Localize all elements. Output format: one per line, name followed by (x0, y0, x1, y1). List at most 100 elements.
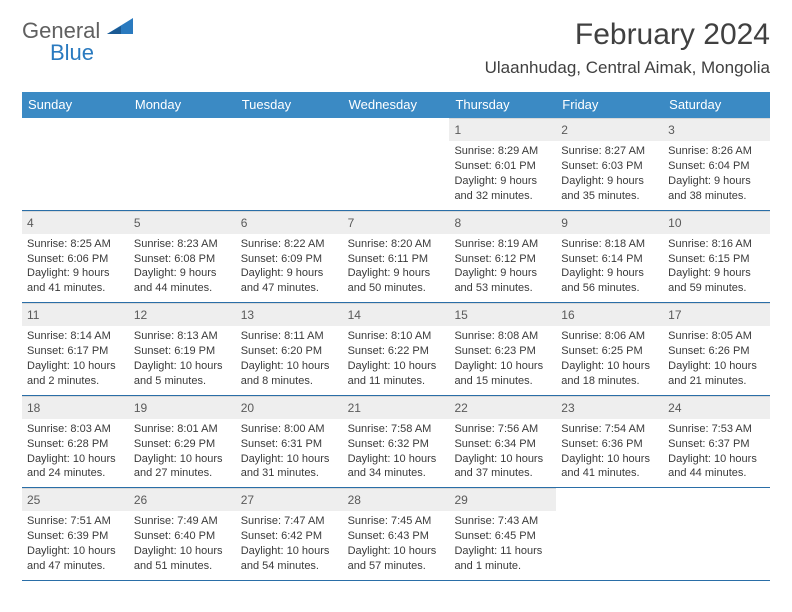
day-content: Sunrise: 8:16 AMSunset: 6:15 PMDaylight:… (663, 234, 770, 302)
daylight-text: Daylight: 10 hours and 2 minutes. (27, 359, 124, 389)
daylight-text: Daylight: 10 hours and 34 minutes. (348, 452, 445, 482)
sunset-text: Sunset: 6:04 PM (668, 159, 765, 174)
day-cell: 8Sunrise: 8:19 AMSunset: 6:12 PMDaylight… (449, 211, 556, 303)
day-number: 27 (236, 488, 343, 511)
day-number: 24 (663, 396, 770, 419)
day-cell: 10Sunrise: 8:16 AMSunset: 6:15 PMDayligh… (663, 211, 770, 303)
day-cell: 4 Sunrise: 8:25 AMSunset: 6:06 PMDaylight… (22, 211, 129, 303)
day-number: 6 (236, 211, 343, 234)
daylight-text: Daylight: 10 hours and 5 minutes. (134, 359, 231, 389)
day-content: Sunrise: 8:18 AMSunset: 6:14 PMDaylight:… (556, 234, 663, 302)
location-text: Ulaanhudag, Central Aimak, Mongolia (485, 58, 770, 78)
sunset-text: Sunset: 6:19 PM (134, 344, 231, 359)
day-number: 14 (343, 303, 450, 326)
day-content: Sunrise: 8:27 AMSunset: 6:03 PMDaylight:… (556, 141, 663, 209)
day-content: Sunrise: 8:05 AMSunset: 6:26 PMDaylight:… (663, 326, 770, 394)
sunset-text: Sunset: 6:01 PM (454, 159, 551, 174)
daylight-text: Daylight: 9 hours and 53 minutes. (454, 266, 551, 296)
daylight-text: Daylight: 10 hours and 57 minutes. (348, 544, 445, 574)
day-number: 16 (556, 303, 663, 326)
sunset-text: Sunset: 6:03 PM (561, 159, 658, 174)
daylight-text: Daylight: 9 hours and 38 minutes. (668, 174, 765, 204)
sunrise-text: Sunrise: 8:18 AM (561, 237, 658, 252)
sunrise-text: Sunrise: 8:01 AM (134, 422, 231, 437)
day-number: 28 (343, 488, 450, 511)
day-header: Tuesday (236, 92, 343, 118)
day-header: Monday (129, 92, 236, 118)
sunset-text: Sunset: 6:23 PM (454, 344, 551, 359)
day-number: 20 (236, 396, 343, 419)
day-cell: 27Sunrise: 7:47 AMSunset: 6:42 PMDayligh… (236, 488, 343, 580)
calendar: SundayMondayTuesdayWednesdayThursdayFrid… (22, 92, 770, 581)
day-content: Sunrise: 8:26 AMSunset: 6:04 PMDaylight:… (663, 141, 770, 209)
daylight-text: Daylight: 9 hours and 50 minutes. (348, 266, 445, 296)
day-content: Sunrise: 8:19 AMSunset: 6:12 PMDaylight:… (449, 234, 556, 302)
day-cell (663, 488, 770, 580)
sunrise-text: Sunrise: 8:25 AM (27, 237, 124, 252)
day-content: Sunrise: 7:58 AMSunset: 6:32 PMDaylight:… (343, 419, 450, 487)
sunrise-text: Sunrise: 8:23 AM (134, 237, 231, 252)
day-number: 25 (22, 488, 129, 511)
day-content: Sunrise: 8:00 AMSunset: 6:31 PMDaylight:… (236, 419, 343, 487)
day-content: Sunrise: 8:03 AMSunset: 6:28 PMDaylight:… (22, 419, 129, 487)
day-content: Sunrise: 8:08 AMSunset: 6:23 PMDaylight:… (449, 326, 556, 394)
day-content: Sunrise: 7:53 AMSunset: 6:37 PMDaylight:… (663, 419, 770, 487)
day-cell: 5Sunrise: 8:23 AMSunset: 6:08 PMDaylight… (129, 211, 236, 303)
sunset-text: Sunset: 6:11 PM (348, 252, 445, 267)
daylight-text: Daylight: 10 hours and 8 minutes. (241, 359, 338, 389)
day-header: Wednesday (343, 92, 450, 118)
day-number: 12 (129, 303, 236, 326)
daylight-text: Daylight: 10 hours and 51 minutes. (134, 544, 231, 574)
sunset-text: Sunset: 6:15 PM (668, 252, 765, 267)
day-cell: 3Sunrise: 8:26 AMSunset: 6:04 PMDaylight… (663, 118, 770, 210)
daylight-text: Daylight: 9 hours and 41 minutes. (27, 266, 124, 296)
day-content: Sunrise: 7:49 AMSunset: 6:40 PMDaylight:… (129, 511, 236, 579)
sunrise-text: Sunrise: 7:45 AM (348, 514, 445, 529)
day-number: 26 (129, 488, 236, 511)
day-cell (556, 488, 663, 580)
day-content: Sunrise: 8:10 AMSunset: 6:22 PMDaylight:… (343, 326, 450, 394)
day-content: Sunrise: 7:51 AMSunset: 6:39 PMDaylight:… (22, 511, 129, 579)
sunrise-text: Sunrise: 8:29 AM (454, 144, 551, 159)
day-content: Sunrise: 8:14 AMSunset: 6:17 PMDaylight:… (22, 326, 129, 394)
day-content: Sunrise: 7:43 AMSunset: 6:45 PMDaylight:… (449, 511, 556, 579)
day-number: 18 (22, 396, 129, 419)
day-number: 13 (236, 303, 343, 326)
sunrise-text: Sunrise: 7:56 AM (454, 422, 551, 437)
day-cell (22, 118, 129, 210)
day-number: 19 (129, 396, 236, 419)
day-cell: 23Sunrise: 7:54 AMSunset: 6:36 PMDayligh… (556, 396, 663, 488)
sunset-text: Sunset: 6:22 PM (348, 344, 445, 359)
sunrise-text: Sunrise: 8:11 AM (241, 329, 338, 344)
sunset-text: Sunset: 6:14 PM (561, 252, 658, 267)
daylight-text: Daylight: 10 hours and 24 minutes. (27, 452, 124, 482)
sunrise-text: Sunrise: 8:03 AM (27, 422, 124, 437)
day-content: Sunrise: 8:20 AMSunset: 6:11 PMDaylight:… (343, 234, 450, 302)
sunset-text: Sunset: 6:40 PM (134, 529, 231, 544)
day-number: 21 (343, 396, 450, 419)
week-row: 11Sunrise: 8:14 AMSunset: 6:17 PMDayligh… (22, 303, 770, 396)
day-cell: 28Sunrise: 7:45 AMSunset: 6:43 PMDayligh… (343, 488, 450, 580)
logo: General Blue (22, 18, 133, 66)
sunset-text: Sunset: 6:08 PM (134, 252, 231, 267)
day-cell: 1Sunrise: 8:29 AMSunset: 6:01 PMDaylight… (449, 118, 556, 210)
day-cell: 13Sunrise: 8:11 AMSunset: 6:20 PMDayligh… (236, 303, 343, 395)
sunrise-text: Sunrise: 7:49 AM (134, 514, 231, 529)
day-header: Thursday (449, 92, 556, 118)
sunset-text: Sunset: 6:06 PM (27, 252, 124, 267)
day-header: Saturday (663, 92, 770, 118)
day-number: 29 (449, 488, 556, 511)
day-cell: 15Sunrise: 8:08 AMSunset: 6:23 PMDayligh… (449, 303, 556, 395)
day-number: 4 (22, 211, 129, 234)
day-content: Sunrise: 8:06 AMSunset: 6:25 PMDaylight:… (556, 326, 663, 394)
day-content: Sunrise: 8:23 AMSunset: 6:08 PMDaylight:… (129, 234, 236, 302)
day-content: Sunrise: 8:13 AMSunset: 6:19 PMDaylight:… (129, 326, 236, 394)
day-number: 5 (129, 211, 236, 234)
daylight-text: Daylight: 10 hours and 47 minutes. (27, 544, 124, 574)
day-cell: 29Sunrise: 7:43 AMSunset: 6:45 PMDayligh… (449, 488, 556, 580)
sunset-text: Sunset: 6:25 PM (561, 344, 658, 359)
sunrise-text: Sunrise: 8:27 AM (561, 144, 658, 159)
daylight-text: Daylight: 9 hours and 44 minutes. (134, 266, 231, 296)
day-cell (343, 118, 450, 210)
sunset-text: Sunset: 6:12 PM (454, 252, 551, 267)
